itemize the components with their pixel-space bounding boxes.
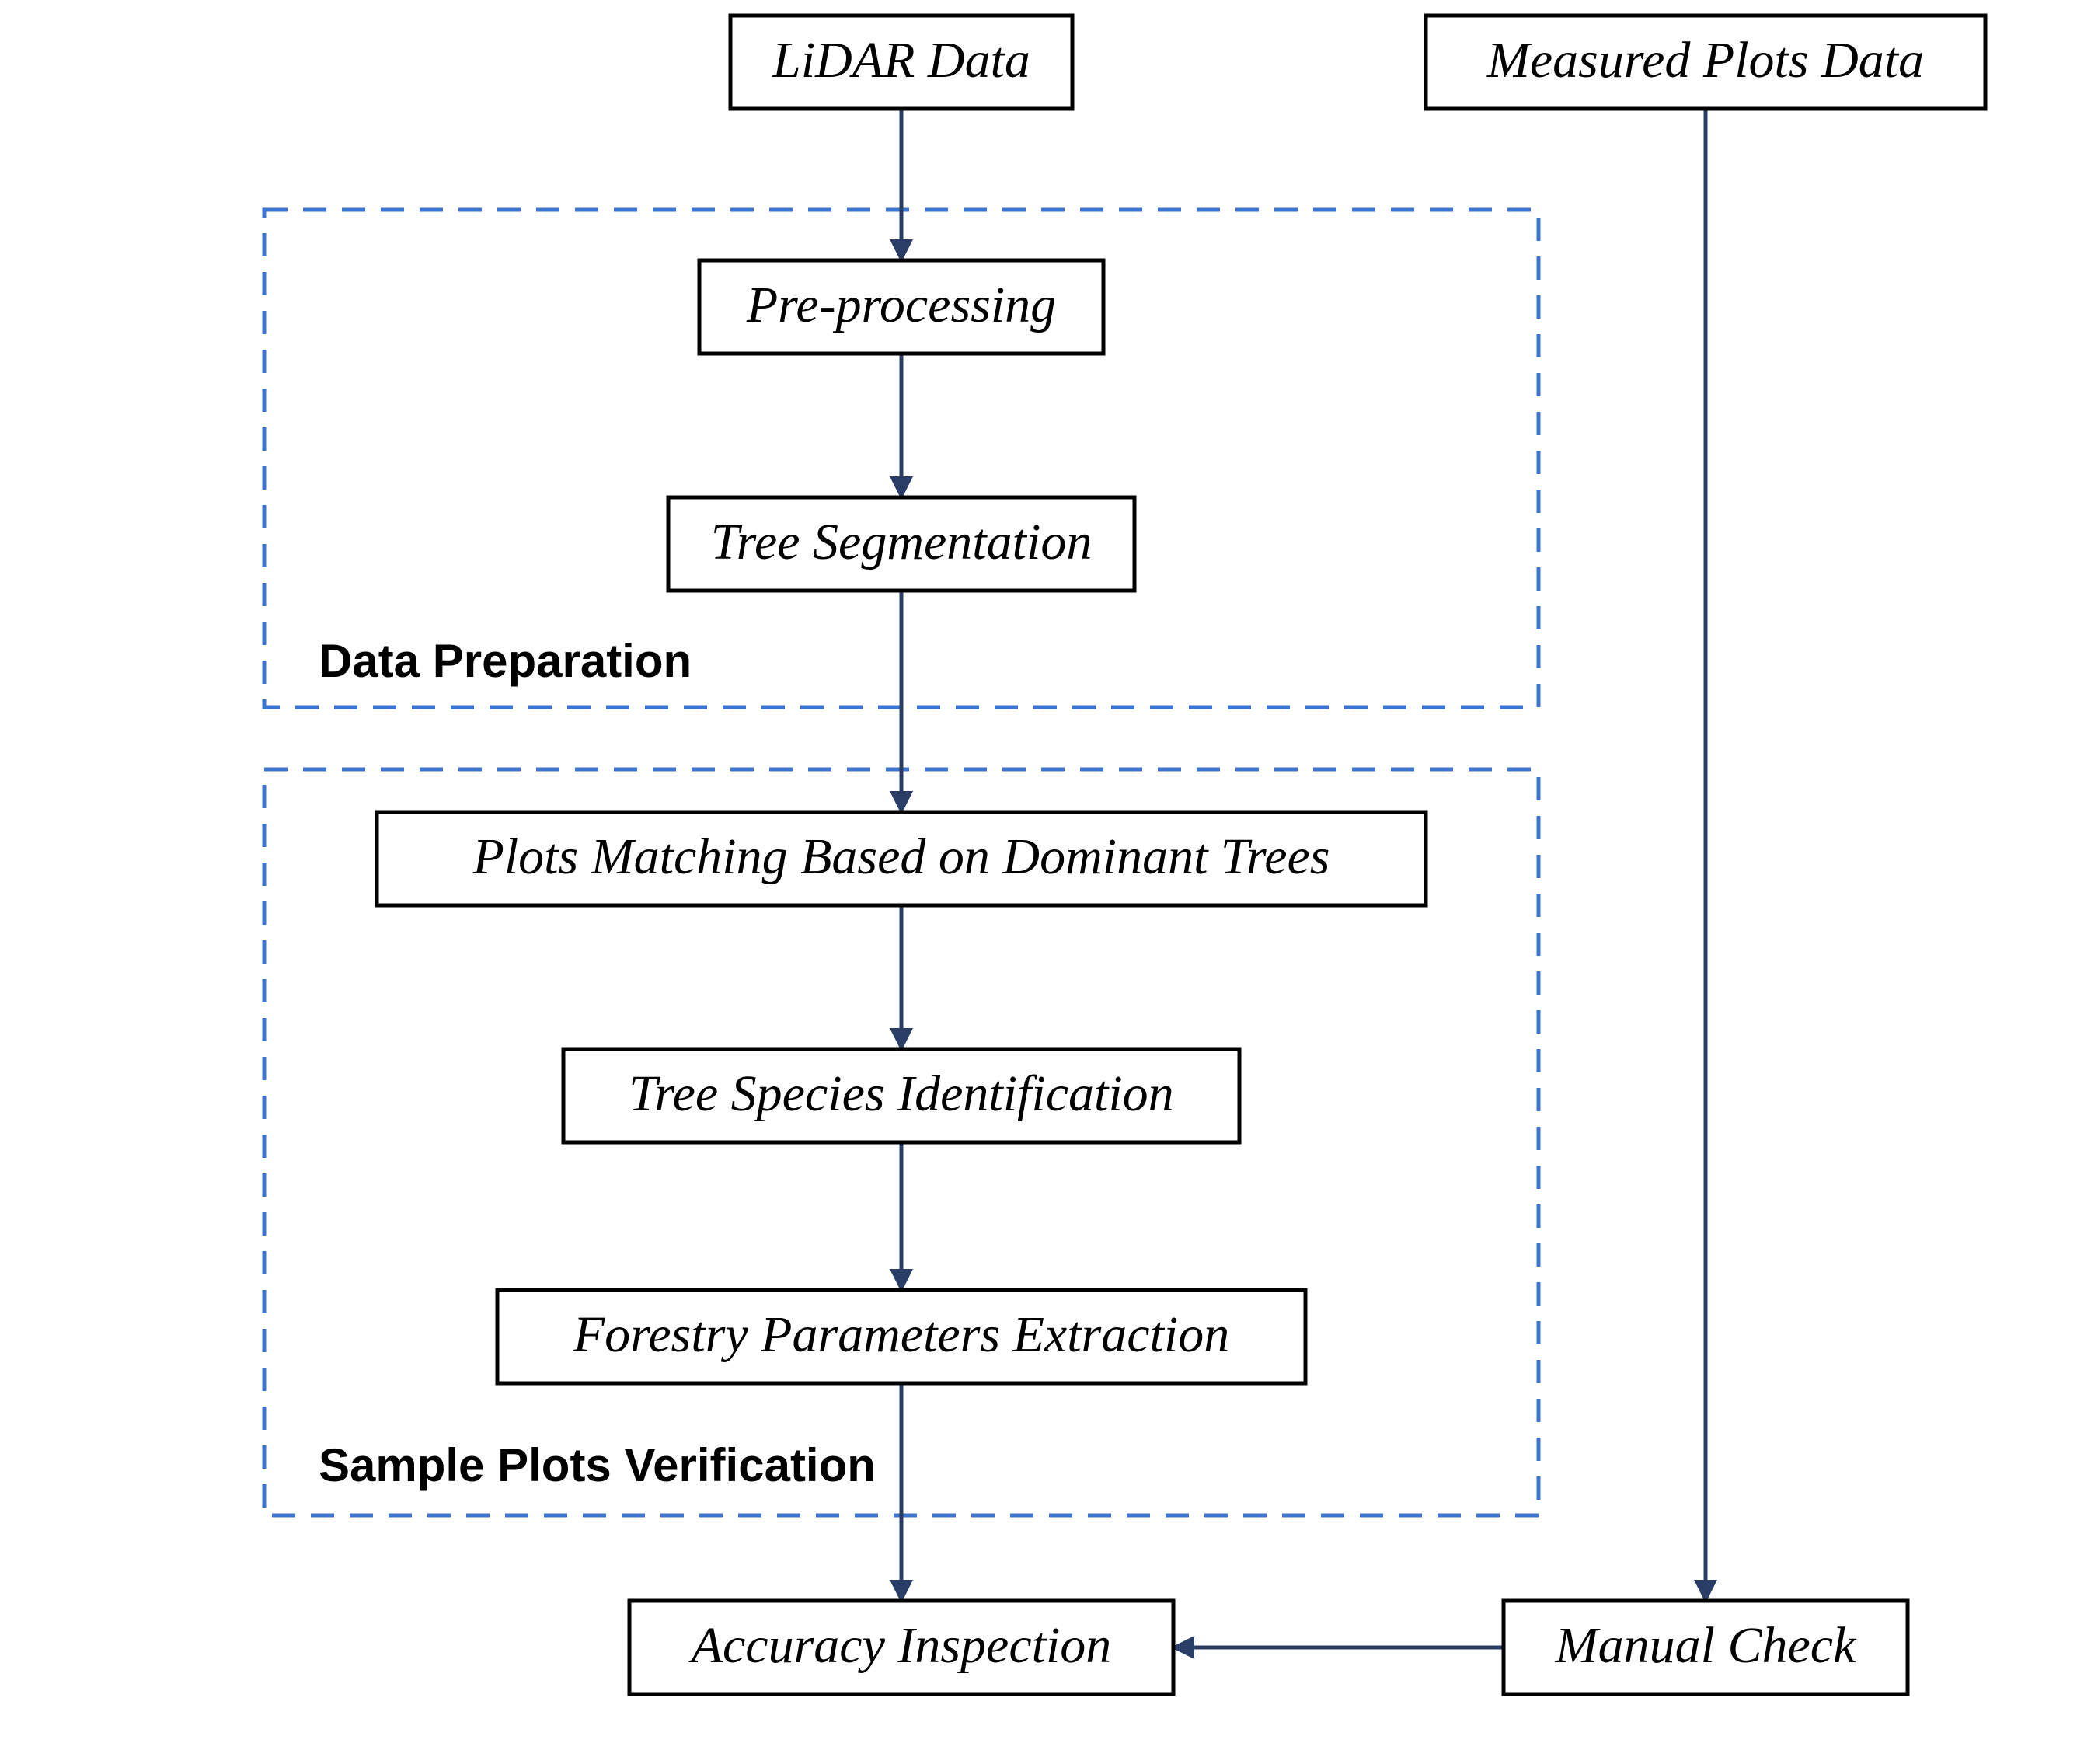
node-label-species: Tree Species Identification: [629, 1065, 1173, 1122]
node-label-manual: Manual Check: [1555, 1617, 1857, 1674]
node-label-acc: Accuracy Inspection: [688, 1617, 1112, 1674]
node-label-seg: Tree Segmentation: [711, 514, 1093, 570]
node-label-match: Plots Matching Based on Dominant Trees: [472, 828, 1330, 885]
group-label-prep: Data Preparation: [319, 635, 692, 687]
node-label-lidar: LiDAR Data: [772, 32, 1030, 89]
node-label-pre: Pre-processing: [746, 277, 1056, 333]
group-label-verify: Sample Plots Verification: [319, 1439, 876, 1491]
node-label-plots: Measured Plots Data: [1486, 32, 1924, 89]
node-label-params: Forestry Parameters Extraction: [573, 1306, 1229, 1363]
flowchart-canvas: Data Preparation Sample Plots Verificatio…: [0, 0, 2077, 1764]
